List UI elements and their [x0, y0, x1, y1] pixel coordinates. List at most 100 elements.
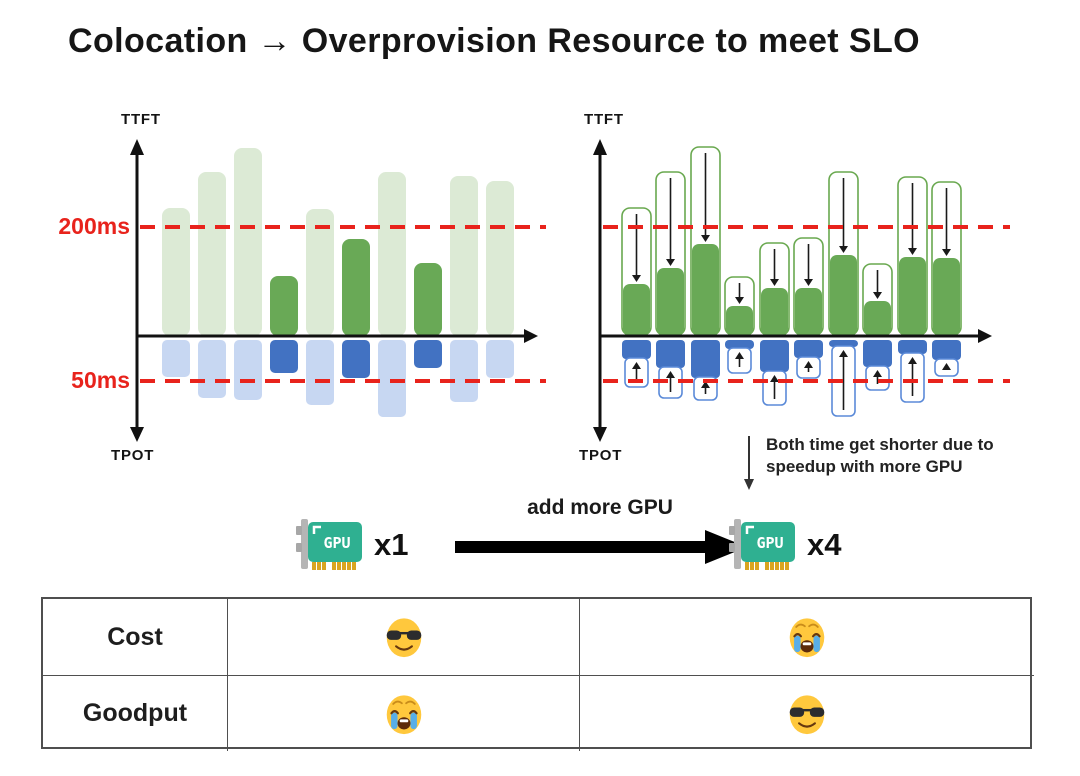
tpot-old-outline	[727, 347, 752, 374]
right-ttft-axis-label: TTFT	[584, 111, 624, 128]
svg-text:GPU: GPU	[756, 534, 783, 552]
shrink-arrow-head	[873, 370, 882, 377]
tpot-bar	[829, 340, 858, 347]
tpot-bar	[760, 340, 789, 372]
tpot-old-outline	[934, 358, 959, 377]
tpot-bar	[306, 340, 334, 405]
ttft-bar	[198, 172, 226, 336]
tpot-bar	[234, 340, 262, 400]
cost-colocation-cell	[227, 599, 579, 675]
tpot-bar	[863, 340, 892, 367]
table-label-cost: Cost	[107, 622, 163, 651]
tpot-old-outline	[693, 376, 718, 401]
right-tpot-axis-label: TPOT	[579, 447, 623, 464]
tpot-bar	[378, 340, 406, 417]
ttft-bar	[933, 258, 960, 336]
gpu-count-x4: x4	[807, 527, 842, 562]
shrink-arrow-head	[839, 350, 848, 357]
gpu-card-icon: GPU	[729, 519, 795, 570]
speedup-annotation: Both time get shorter due to speedup wit…	[742, 434, 994, 492]
ttft-bar	[270, 276, 298, 336]
gpu-count-x1: x1	[374, 527, 409, 562]
ttft-old-outline	[862, 263, 893, 336]
ttft-old-outline	[897, 176, 928, 336]
tpot-bar	[622, 340, 651, 359]
ttft-bar	[414, 263, 442, 336]
x-axis-arrow	[524, 329, 538, 343]
shrink-arrow-head	[701, 235, 710, 242]
x-axis-arrow	[978, 329, 992, 343]
goodput-overprovision-cell	[579, 675, 1034, 751]
add-more-gpu-label: add more GPU	[527, 496, 673, 519]
cost-overprovision-cell	[579, 599, 1034, 675]
shrink-arrow-head	[735, 297, 744, 304]
shrink-arrow-head	[632, 275, 641, 282]
shrink-arrow-head	[942, 363, 951, 370]
tpot-old-outline	[762, 370, 787, 406]
ttft-bar	[899, 257, 926, 336]
y-axis-up-arrow	[130, 139, 144, 155]
loudly-crying-emoji	[784, 614, 830, 660]
shrink-arrow-head	[632, 362, 641, 369]
gpu-card-icon: GPU	[296, 519, 362, 570]
tpot-bar	[656, 340, 685, 368]
ttft-old-outline	[828, 171, 859, 336]
ttft-old-outline	[621, 207, 652, 336]
tpot-slo-label: 50ms	[71, 367, 130, 393]
page-title: Colocation → Overprovision Resource to m…	[68, 22, 920, 60]
tpot-old-outline	[865, 365, 890, 391]
tpot-bar	[450, 340, 478, 402]
shrink-arrow-head	[873, 292, 882, 299]
tpot-old-outline	[831, 345, 856, 417]
comparison-table: Cost Goodput	[41, 597, 1034, 751]
ttft-bar	[306, 209, 334, 336]
tpot-bar	[932, 340, 961, 360]
ttft-old-outline	[931, 181, 962, 336]
table-label-goodput: Goodput	[43, 675, 227, 751]
shrink-arrow-head	[701, 381, 710, 388]
goodput-colocation-cell	[227, 675, 579, 751]
ttft-slo-label: 200ms	[58, 213, 130, 239]
ttft-bar	[342, 239, 370, 336]
ttft-bar	[623, 284, 650, 336]
shrink-arrow-head	[804, 279, 813, 286]
sunglasses-emoji	[784, 691, 830, 737]
shrink-arrow-head	[770, 279, 779, 286]
ttft-bar	[795, 288, 822, 336]
svg-text:GPU: GPU	[323, 534, 350, 552]
tpot-bar	[725, 340, 754, 349]
loudly-crying-emoji	[381, 691, 427, 737]
shrink-arrow-head	[942, 249, 951, 256]
ttft-bar	[162, 208, 190, 336]
left-tpot-axis-label: TPOT	[111, 447, 155, 464]
shrink-arrow-head	[666, 371, 675, 378]
left-ttft-axis-label: TTFT	[121, 111, 161, 128]
y-axis-down-arrow	[593, 427, 607, 442]
tpot-old-outline	[900, 352, 925, 403]
tpot-bar	[691, 340, 720, 378]
tpot-bar	[270, 340, 298, 373]
gpu-x1-group: GPU x1	[296, 516, 408, 574]
shrink-arrow-head	[908, 357, 917, 364]
tpot-bar	[198, 340, 226, 398]
tpot-bar	[414, 340, 442, 368]
ttft-bar	[486, 181, 514, 336]
ttft-old-outline	[655, 171, 686, 336]
sunglasses-emoji	[381, 614, 427, 660]
ttft-bar	[726, 306, 753, 336]
ttft-old-outline	[690, 146, 721, 336]
annotation-text: Both time get shorter due to speedup wit…	[766, 435, 994, 476]
ttft-bar	[378, 172, 406, 336]
ttft-bar	[830, 255, 857, 336]
tpot-old-outline	[624, 357, 649, 388]
ttft-bar	[657, 268, 684, 336]
shrink-arrow-head	[666, 259, 675, 266]
ttft-old-outline	[759, 242, 790, 336]
add-gpu-arrow-icon	[455, 530, 747, 564]
shrink-arrow-head	[770, 375, 779, 382]
tpot-bar	[794, 340, 823, 358]
tpot-bar	[898, 340, 927, 354]
tpot-bar	[342, 340, 370, 378]
shrink-arrow-head	[804, 361, 813, 368]
